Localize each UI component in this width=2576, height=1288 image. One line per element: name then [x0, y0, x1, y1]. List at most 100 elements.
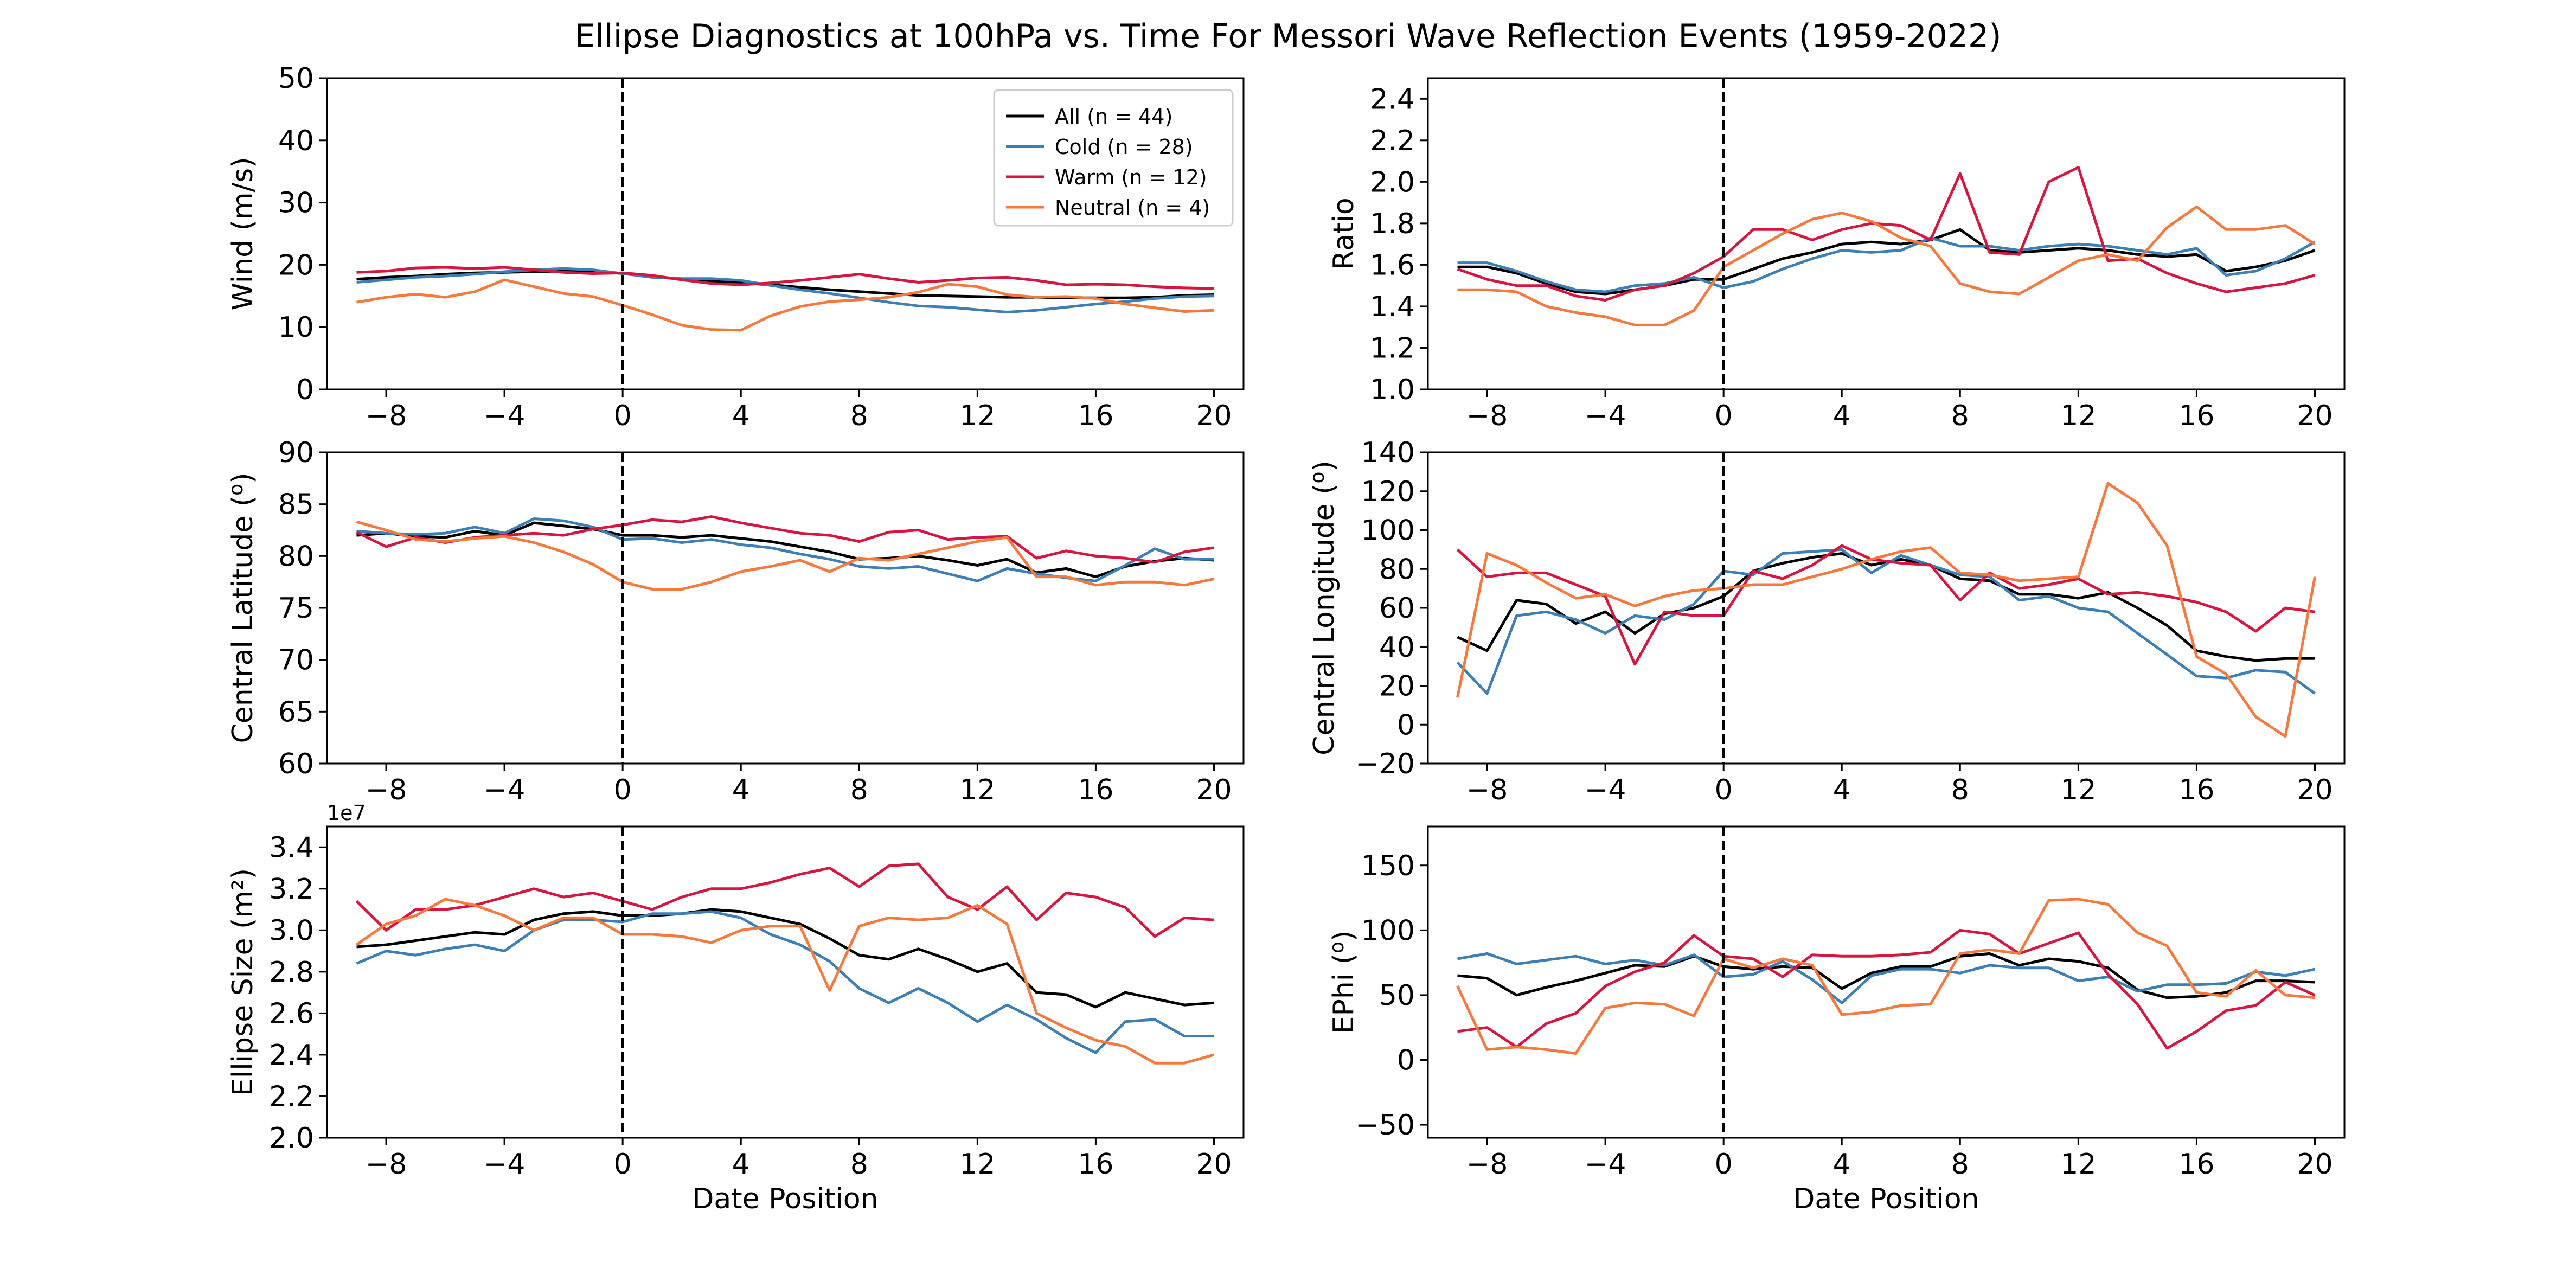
x-tick-label: 4: [1833, 1148, 1851, 1181]
x-tick-label: −4: [1585, 1148, 1626, 1181]
y-tick-label: −20: [1355, 748, 1415, 780]
x-tick-label: 16: [1078, 1148, 1113, 1181]
y-tick-label: 40: [278, 125, 314, 157]
y-tick-label: 1.6: [1370, 249, 1415, 281]
y-tick-label: 2.6: [269, 997, 314, 1030]
axes-frame: [1427, 451, 2346, 765]
x-tick-label: 4: [1833, 400, 1851, 432]
y-tick-label: 2.4: [269, 1039, 314, 1072]
x-tick-label: −8: [1466, 1148, 1508, 1181]
legend-label: Neutral (n = 4): [1055, 196, 1210, 220]
y-tick-label: 2.2: [1370, 125, 1415, 157]
x-tick-label: 0: [1715, 774, 1733, 806]
ephi-subplot: −8 −4 0 4 8 12 16 20 −50 0 50 100 150 EPhi (o) Date Po…: [1326, 825, 2346, 1215]
y-tick-label: 100: [1361, 914, 1415, 947]
x-tick-label: −4: [1585, 400, 1626, 432]
x-tick-label: −4: [1585, 774, 1626, 806]
series-line-warm: [1457, 166, 2316, 302]
x-tick-label: −8: [366, 400, 407, 432]
y-tick-label: 2.0: [1370, 166, 1415, 198]
wind-subplot: −8 −4 0 4 8 12 16 20 0 10 20 30 40 50 Wind (m/s) All (n…: [227, 62, 1245, 432]
series-line-cold: [356, 517, 1214, 582]
series-line-neutral: [1456, 898, 2315, 1055]
x-tick-label: 20: [2297, 400, 2333, 432]
x-tick-label: 0: [1715, 400, 1733, 432]
series-lines: [355, 862, 1215, 1065]
x-tick-label: 0: [1715, 1148, 1733, 1181]
x-tick-label: 8: [850, 400, 868, 432]
legend-label: Cold (n = 28): [1055, 135, 1193, 159]
y-tick-label: 20: [278, 249, 314, 281]
y-axis-label: Central Latitude (o): [225, 472, 259, 743]
y-tick-label: 2.8: [269, 956, 314, 989]
y-tick-label: 75: [278, 592, 314, 625]
y-tick-label: 1.0: [1370, 374, 1415, 406]
series-line-neutral: [356, 898, 1215, 1065]
y-tick-label: 10: [278, 311, 314, 344]
series-line-cold: [356, 910, 1214, 1054]
y-tick-label: 80: [1379, 553, 1415, 586]
x-axis-label: Date Position: [692, 1183, 878, 1215]
x-tick-label: 12: [2060, 1148, 2096, 1181]
y-tick-label: 140: [1361, 437, 1415, 469]
central-longitude-subplot: −8 −4 0 4 8 12 16 20 −20 0 20 40 60 80 100 120 140 Centra…: [1306, 437, 2346, 806]
x-tick-label: 12: [959, 1148, 995, 1181]
x-axis-label: Date Position: [1793, 1183, 1979, 1215]
y-tick-label: 65: [278, 696, 314, 728]
y-tick-label: 50: [1379, 979, 1415, 1012]
series-line-all: [1457, 952, 2315, 999]
x-tick-label: 4: [1833, 774, 1851, 806]
series-line-warm: [356, 266, 1214, 290]
y-tick-label: 90: [278, 437, 314, 469]
y-tick-label: 150: [1361, 850, 1415, 882]
x-tick-label: 12: [2060, 774, 2096, 806]
axes-frame: [326, 825, 1245, 1139]
y-tick-label: 85: [278, 489, 314, 521]
axes-frame: [326, 451, 1245, 765]
y-tick-label: 2.2: [269, 1080, 314, 1113]
series-line-cold: [1457, 952, 2316, 1004]
y-tick-label: 20: [1379, 670, 1415, 703]
legend: All (n = 44) Cold (n = 28) Warm (n = 12) Ne…: [993, 89, 1234, 227]
x-tick-label: 8: [1951, 400, 1969, 432]
axes-frame: [1427, 77, 2346, 390]
x-tick-label: 16: [1078, 774, 1113, 806]
y-tick-label: 40: [1379, 631, 1415, 664]
series-line-warm: [355, 862, 1214, 938]
y-axis-label: Central Longitude (o): [1306, 460, 1341, 755]
y-tick-label: 2.0: [269, 1122, 314, 1155]
y-tick-label: 100: [1361, 515, 1415, 547]
x-tick-label: 0: [614, 1148, 632, 1181]
series-line-all: [1457, 552, 2315, 662]
series-line-cold: [1457, 236, 2316, 293]
x-tick-label: 20: [1196, 400, 1232, 432]
y-tick-label: 3.2: [269, 873, 314, 906]
series-line-warm: [356, 515, 1214, 564]
x-tick-label: 16: [2178, 1148, 2214, 1181]
series-line-neutral: [1457, 205, 2316, 326]
ellipse-size-subplot: −8 −4 0 4 8 12 16 20 2.0 2.2 2.4 2.6 2.8 3.0 3.2 3.4 Ell…: [227, 801, 1245, 1215]
x-tick-label: −4: [484, 400, 526, 432]
series-lines: [1456, 482, 2316, 738]
series-line-all: [356, 908, 1214, 1009]
x-tick-label: −4: [484, 1148, 526, 1181]
x-tick-label: 12: [2060, 400, 2096, 432]
x-tick-label: 12: [959, 774, 995, 806]
x-tick-label: 16: [2178, 774, 2214, 806]
x-tick-label: 0: [614, 400, 632, 432]
y-tick-label: 60: [278, 748, 314, 780]
y-tick-label: 3.4: [269, 831, 314, 864]
y-axis-label: Wind (m/s): [227, 157, 259, 310]
x-tick-label: 8: [850, 1148, 868, 1181]
series-line-warm: [1457, 928, 2316, 1050]
y-tick-label: 0: [1397, 709, 1415, 741]
x-tick-label: 20: [2297, 1148, 2333, 1181]
x-tick-label: −8: [366, 1148, 407, 1181]
x-tick-label: 16: [1078, 400, 1113, 432]
x-tick-label: 20: [2297, 774, 2333, 806]
x-tick-label: 4: [732, 1148, 750, 1181]
y-tick-label: 80: [278, 540, 314, 573]
x-tick-label: 8: [850, 774, 868, 806]
y-axis-label: Ratio: [1328, 197, 1360, 270]
